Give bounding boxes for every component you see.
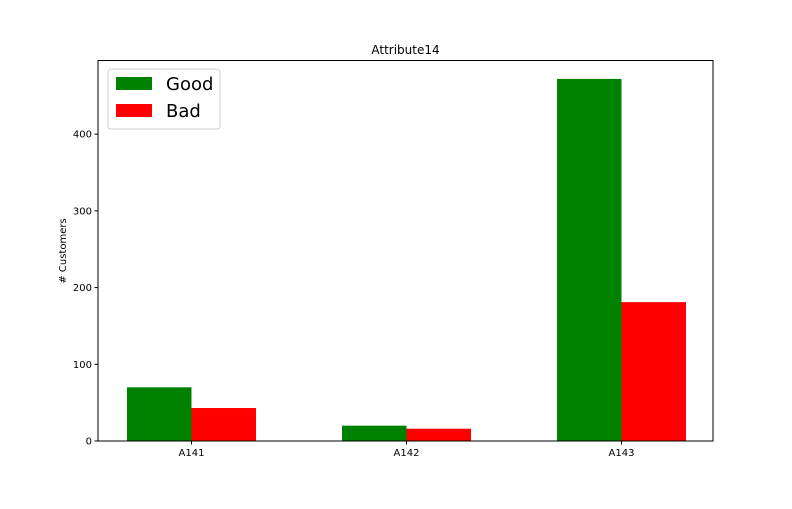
y-axis-label: # Customers xyxy=(58,218,69,283)
y-axis-ticks: 0 100 200 300 400 xyxy=(73,130,98,448)
bar-good-a142 xyxy=(342,425,407,441)
x-tick-label: A141 xyxy=(179,448,205,459)
bars-group xyxy=(127,78,686,442)
bar-good-a143 xyxy=(557,78,622,442)
y-tick-label: 200 xyxy=(73,283,92,294)
legend-swatch-good xyxy=(116,77,152,90)
bar-good-a141 xyxy=(127,387,192,441)
x-tick-label: A142 xyxy=(394,448,420,459)
x-axis-ticks: A141 A142 A143 xyxy=(179,441,635,459)
y-tick-label: 300 xyxy=(73,206,92,217)
legend-swatch-bad xyxy=(116,104,152,117)
bar-bad-a142 xyxy=(406,428,471,441)
bar-bad-a141 xyxy=(191,408,256,441)
plot-area-frame xyxy=(97,60,714,442)
bar-bad-a143 xyxy=(621,302,686,441)
legend: Good Bad xyxy=(107,68,221,130)
x-tick-label: A143 xyxy=(609,448,635,459)
y-tick-label: 400 xyxy=(73,130,92,141)
legend-label-good: Good xyxy=(166,74,213,95)
chart-title: Attribute14 xyxy=(371,43,439,57)
y-tick-label: 100 xyxy=(73,360,92,371)
legend-label-bad: Bad xyxy=(166,101,201,122)
y-tick-label: 0 xyxy=(86,437,92,448)
